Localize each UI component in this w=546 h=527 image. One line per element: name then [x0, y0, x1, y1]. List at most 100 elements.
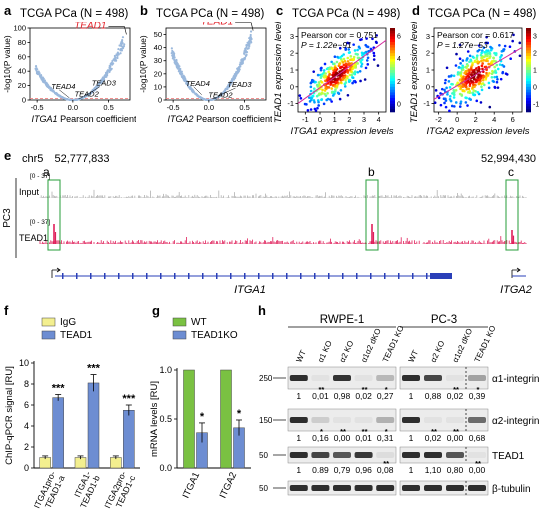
data-point	[243, 56, 247, 60]
data-point	[472, 83, 475, 87]
colorbar-segment	[390, 33, 395, 37]
exon	[160, 273, 162, 279]
colorbar-segment	[526, 109, 531, 113]
data-point	[52, 90, 55, 93]
data-point	[371, 37, 374, 41]
panel-label-d: d	[412, 3, 420, 18]
panel-label-a: a	[4, 3, 12, 18]
exon	[230, 273, 232, 279]
colorbar-tick-label: 3	[533, 34, 537, 41]
colorbar-segment	[390, 61, 395, 65]
data-point	[229, 80, 232, 83]
data-point	[83, 95, 86, 99]
data-point	[232, 77, 235, 80]
data-point	[244, 49, 247, 52]
data-point	[243, 52, 246, 55]
data-point	[492, 56, 495, 60]
data-point	[314, 80, 317, 84]
panel-f-chip-bars: 0 2 4 6 8 10 ChIP-qPCR signal [RU] *** ITGA1pro-…	[4, 317, 140, 514]
data-point	[312, 87, 316, 90]
data-point	[471, 63, 474, 67]
colorbar-segment	[526, 106, 531, 110]
data-point	[236, 67, 240, 71]
band-quant: 0,31	[377, 433, 394, 443]
data-point	[472, 89, 476, 92]
band-significance: **	[453, 385, 459, 394]
data-point	[467, 87, 471, 91]
data-point	[343, 82, 347, 86]
data-point	[333, 62, 336, 66]
data-point	[462, 89, 465, 92]
data-point	[324, 72, 327, 75]
colorbar-segment	[526, 44, 531, 48]
annotation-leader	[124, 26, 127, 35]
data-point	[313, 100, 316, 104]
band-significance: *	[320, 427, 323, 436]
data-point	[447, 80, 451, 83]
data-point	[336, 91, 340, 95]
colorbar-segment	[390, 72, 395, 76]
data-point	[316, 73, 320, 77]
band-significance: **	[362, 427, 368, 436]
data-point	[331, 67, 334, 70]
colorbar-segment	[390, 39, 395, 43]
data-point	[343, 59, 347, 63]
colorbar-segment	[526, 86, 531, 90]
legend-swatch	[172, 317, 187, 327]
data-point	[464, 101, 468, 104]
data-point	[309, 108, 313, 111]
colorbar-segment	[526, 50, 531, 54]
lane-label: TEAD1 KO	[473, 324, 498, 364]
data-point	[491, 69, 494, 73]
data-point	[318, 83, 321, 86]
panel-label-b: b	[140, 3, 148, 18]
tead-annotation: TEAD4	[186, 79, 210, 88]
data-point	[324, 86, 327, 90]
data-point	[364, 66, 368, 70]
data-point	[352, 80, 356, 83]
data-point	[346, 76, 349, 80]
data-point	[439, 92, 442, 95]
panel-label-g: g	[152, 303, 160, 318]
data-point	[374, 40, 378, 44]
band-quant: 0,39	[469, 391, 486, 401]
data-point	[320, 74, 323, 78]
category-label: ITGA1pro-TEAD1-a	[32, 469, 67, 514]
chrom-name: chr5	[22, 153, 44, 165]
band-significance: **	[431, 427, 437, 436]
data-point	[487, 81, 491, 85]
colorbar-segment	[390, 92, 395, 96]
blot-band	[376, 485, 395, 491]
data-point	[349, 55, 353, 58]
colorbar-segment	[526, 33, 531, 37]
data-point	[484, 59, 488, 63]
data-point	[501, 71, 504, 75]
data-point	[354, 65, 357, 69]
data-point	[475, 99, 479, 103]
plot-frame	[165, 27, 267, 101]
data-point	[486, 74, 489, 77]
data-point	[485, 57, 489, 61]
data-point	[108, 66, 111, 70]
data-point	[105, 75, 108, 78]
data-point	[448, 98, 452, 101]
data-point	[330, 80, 334, 84]
colorbar-tick-label: 1	[533, 68, 537, 75]
data-point	[335, 84, 339, 87]
band-quant: 0,01	[312, 391, 329, 401]
data-point	[375, 34, 378, 37]
band-significance: *	[385, 385, 388, 394]
panel-b-volcano: -0.5 0.0 0.5 0 10 20 30 40 50 ITGA2 Pearson coeff…	[138, 22, 272, 124]
blot-band	[333, 417, 351, 423]
data-point	[468, 82, 472, 86]
band-quant: 0,02	[355, 391, 372, 401]
data-point	[346, 60, 350, 63]
data-point	[317, 100, 320, 104]
band-quant: 1	[409, 433, 414, 443]
x-axis-label: ITGA2 expression levels	[427, 126, 530, 137]
colorbar-segment	[390, 67, 395, 71]
exon	[342, 273, 344, 279]
data-point	[343, 71, 346, 74]
blot-band	[354, 452, 373, 458]
